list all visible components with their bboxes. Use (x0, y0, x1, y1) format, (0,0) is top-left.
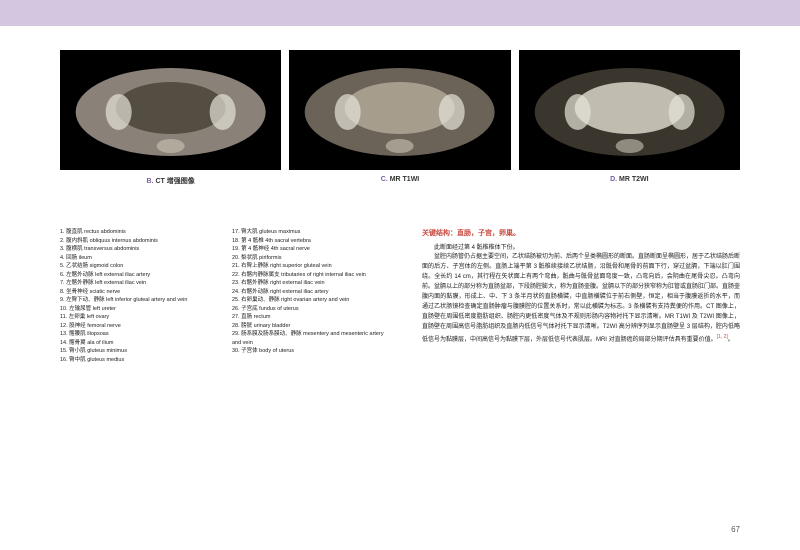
anatomy-item: 18. 第 4 骶椎 4th sacral vertebra (232, 237, 394, 246)
paragraphs: 此断面经过第 4 骶椎椎体下份。盆腔内肠管仍占据主要空间，乙状结肠被切为前、后两… (422, 244, 740, 346)
header-bar (0, 0, 800, 26)
scan-image-1 (289, 50, 510, 170)
anatomy-item: 12. 股神经 femoral nerve (60, 322, 222, 331)
anatomy-item: 8. 坐骨神经 sciatic nerve (60, 288, 222, 297)
anatomy-item: 16. 臀中肌 gluteus medius (60, 356, 222, 365)
anatomy-item: 9. 左臀下动、静脉 left inferior gluteal artery … (60, 296, 222, 305)
lower-section: 1. 腹直肌 rectus abdominis2. 腹内斜肌 obliquus … (60, 228, 740, 364)
anatomy-item: 30. 子宫体 body of uterus (232, 347, 394, 356)
key-structures-title: 关键结构：直肠，子宫，卵巢。 (422, 228, 740, 240)
page: B. CT 增强图像 C. MR T1WI D. MR T2WI 1. 腹直肌 … (0, 0, 800, 550)
scan-panel-0: B. CT 增强图像 (60, 50, 281, 186)
caption-label: MR T2WI (619, 176, 649, 183)
content-area: B. CT 增强图像 C. MR T1WI D. MR T2WI 1. 腹直肌 … (0, 26, 800, 374)
anatomy-item: 2. 腹内斜肌 obliquus internus abdominis (60, 237, 222, 246)
page-number: 67 (731, 525, 740, 534)
scan-panel-2: D. MR T2WI (519, 50, 740, 186)
scan-image-2 (519, 50, 740, 170)
description-paragraph: 盆腔内肠管仍占据主要空间，乙状结肠被切为前、后两个呈类椭圆形的断面。直肠断面呈椭… (422, 253, 740, 345)
anatomy-item: 14. 髂骨翼 ala of ilium (60, 339, 222, 348)
scan-caption-2: D. MR T2WI (519, 176, 740, 183)
scan-caption-1: C. MR T1WI (289, 176, 510, 183)
anatomy-item: 6. 左髂外动脉 left external iliac artery (60, 271, 222, 280)
anatomy-item: 23. 右髂外静脉 right external iliac vein (232, 279, 394, 288)
anatomy-item: 29. 肠系膜及肠系膜动、静脉 mesentery and mesenteric… (232, 330, 394, 347)
anatomy-item: 19. 第 4 骶神经 4th sacral nerve (232, 245, 394, 254)
anatomy-item: 26. 子宫底 fundus of uterus (232, 305, 394, 314)
anatomy-item: 24. 右髂外动脉 right external iliac artery (232, 288, 394, 297)
caption-letter: D. (610, 176, 619, 183)
scan-caption-0: B. CT 增强图像 (60, 176, 281, 186)
description-paragraph: 此断面经过第 4 骶椎椎体下份。 (422, 244, 740, 254)
anatomy-item: 11. 左卵巢 left ovary (60, 313, 222, 322)
scan-image-0 (60, 50, 281, 170)
anatomy-item: 1. 腹直肌 rectus abdominis (60, 228, 222, 237)
description-block: 关键结构：直肠，子宫，卵巢。 此断面经过第 4 骶椎椎体下份。盆腔内肠管仍占据主… (422, 228, 740, 364)
scan-image-row: B. CT 增强图像 C. MR T1WI D. MR T2WI (60, 50, 740, 186)
scan-panel-1: C. MR T1WI (289, 50, 510, 186)
reference-superscript: [1, 2] (717, 334, 728, 340)
caption-letter: C. (381, 176, 390, 183)
anatomy-item: 7. 左髂外静脉 left external iliac vein (60, 279, 222, 288)
anatomy-item: 3. 腹横肌 transversus abdominis (60, 245, 222, 254)
anatomy-item: 28. 膀胱 urinary bladder (232, 322, 394, 331)
anatomy-item: 5. 乙状结肠 sigmoid colon (60, 262, 222, 271)
anatomy-item: 27. 直肠 rectum (232, 313, 394, 322)
anatomy-item: 21. 右臀上静脉 right superior gluteal vein (232, 262, 394, 271)
anatomy-item: 15. 臀小肌 gluteus minimus (60, 347, 222, 356)
caption-label: MR T1WI (390, 176, 420, 183)
anatomy-item: 20. 梨状肌 piriformis (232, 254, 394, 263)
caption-label: CT 增强图像 (156, 178, 195, 185)
anatomy-item: 25. 右卵巢动、静脉 right ovarian artery and vei… (232, 296, 394, 305)
anatomy-item: 17. 臀大肌 gluteus maximus (232, 228, 394, 237)
anatomy-list: 1. 腹直肌 rectus abdominis2. 腹内斜肌 obliquus … (60, 228, 394, 364)
anatomy-item: 4. 回肠 ileum (60, 254, 222, 263)
anatomy-item: 22. 右髂内静脉属支 tributaries of right interna… (232, 271, 394, 280)
anatomy-item: 10. 左输尿管 left ureter (60, 305, 222, 314)
anatomy-item: 13. 髂腰肌 iliopsoas (60, 330, 222, 339)
caption-letter: B. (147, 178, 156, 185)
